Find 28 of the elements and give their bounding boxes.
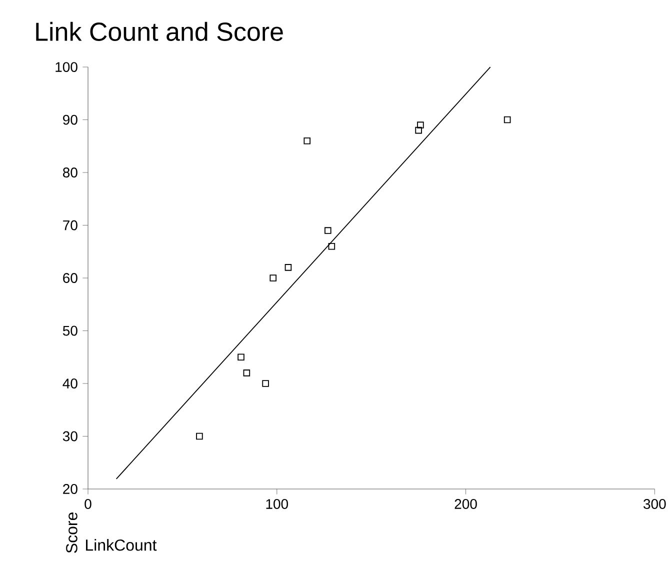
point: [417, 122, 424, 128]
point: [270, 274, 277, 282]
y-tick-label: 50: [62, 326, 78, 336]
point: [243, 370, 250, 376]
point: [284, 264, 292, 271]
x-tick-label: 100: [266, 499, 288, 509]
y-tick-label: 70: [63, 220, 78, 230]
y-tick-label: 60: [63, 273, 78, 283]
y-tick-label: 80: [62, 168, 78, 178]
point: [196, 432, 203, 440]
x-tick-label: 0: [84, 499, 92, 509]
point: [324, 227, 332, 234]
point: [415, 126, 422, 134]
x-tick-label: 200: [454, 499, 477, 509]
point: [238, 354, 244, 361]
point: [328, 242, 336, 250]
chart-title: Link Count and Score: [36, 22, 283, 41]
y-tick-label: 30: [62, 431, 78, 442]
y-tick-label: 90: [63, 114, 78, 125]
y-tick-label: 20: [63, 484, 78, 494]
y-axis-title: Score: [66, 512, 78, 553]
y-tick-label: 100: [56, 62, 78, 72]
point: [262, 380, 269, 387]
point: [304, 137, 311, 144]
x-tick-label: 300: [644, 499, 666, 509]
point: [504, 116, 511, 124]
y-tick-label: 40: [62, 378, 78, 388]
x-axis-title: LinkCount: [86, 539, 157, 551]
